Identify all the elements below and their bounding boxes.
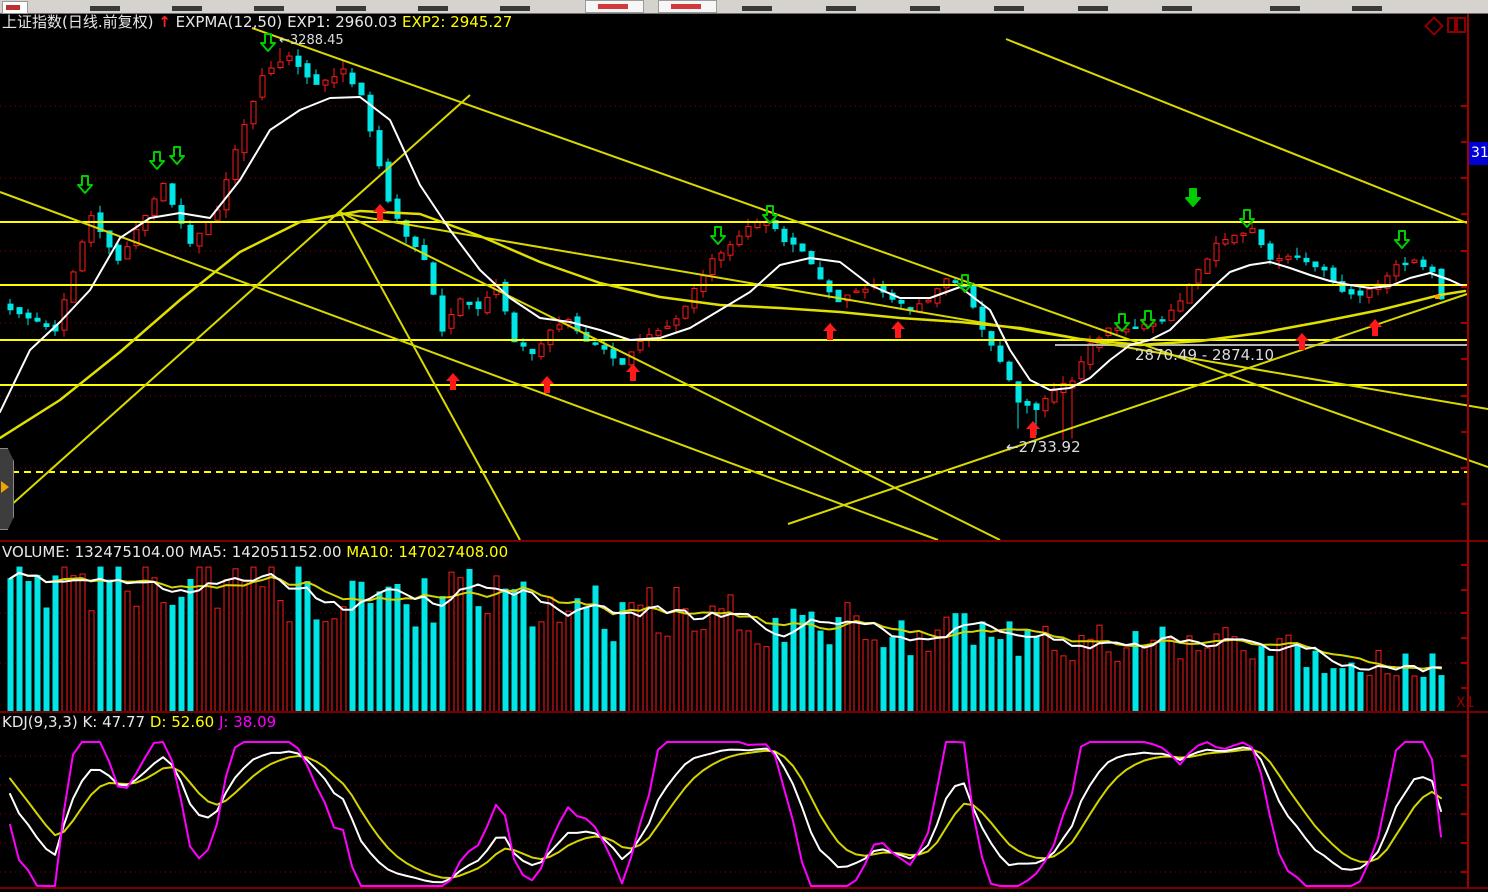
app-icon[interactable] <box>2 1 28 14</box>
price-axis-badge: 31 <box>1469 142 1488 165</box>
kdj-layer <box>9 741 1442 887</box>
toolbar-menu-item[interactable] <box>826 6 856 11</box>
pane-split-icon[interactable] <box>1447 17 1456 33</box>
axis-layer <box>0 14 1488 889</box>
gridlines-layer <box>0 105 1468 873</box>
toolbar-menu-item[interactable] <box>418 6 448 11</box>
toolbar-menu-item[interactable] <box>172 6 202 11</box>
toolbar-menu-item[interactable] <box>1270 6 1300 11</box>
diamond-icon[interactable] <box>1424 16 1444 36</box>
expand-arrow-icon <box>1 481 9 493</box>
toolbar-menu-item[interactable] <box>254 6 284 11</box>
toolbar-button-2[interactable] <box>658 0 717 13</box>
toolbar-button-1[interactable] <box>585 0 644 13</box>
toolbar-menu-item[interactable] <box>742 6 772 11</box>
exp-lines-layer <box>0 96 1467 440</box>
toolbar-menu-item[interactable] <box>90 6 120 11</box>
toolbar-menu-item[interactable] <box>500 6 530 11</box>
pane-corner-icons <box>1424 16 1466 36</box>
volume-scale-label: X1 <box>1456 695 1475 711</box>
signal-arrows-layer <box>77 33 1410 438</box>
candles-layer <box>7 48 1445 440</box>
toolbar <box>0 0 1488 14</box>
toolbar-menu-item[interactable] <box>1078 6 1108 11</box>
toolbar-menu-item[interactable] <box>336 6 366 11</box>
panel-expand-handle[interactable] <box>0 448 14 530</box>
toolbar-menu-item[interactable] <box>994 6 1024 11</box>
volume-layer <box>7 566 1445 713</box>
pane-maximize-icon[interactable] <box>1456 17 1466 33</box>
toolbar-menu-item[interactable] <box>1352 6 1382 11</box>
toolbar-menu-item[interactable] <box>1162 6 1192 11</box>
toolbar-menu-item[interactable] <box>910 6 940 11</box>
trendlines-layer <box>0 27 1488 541</box>
